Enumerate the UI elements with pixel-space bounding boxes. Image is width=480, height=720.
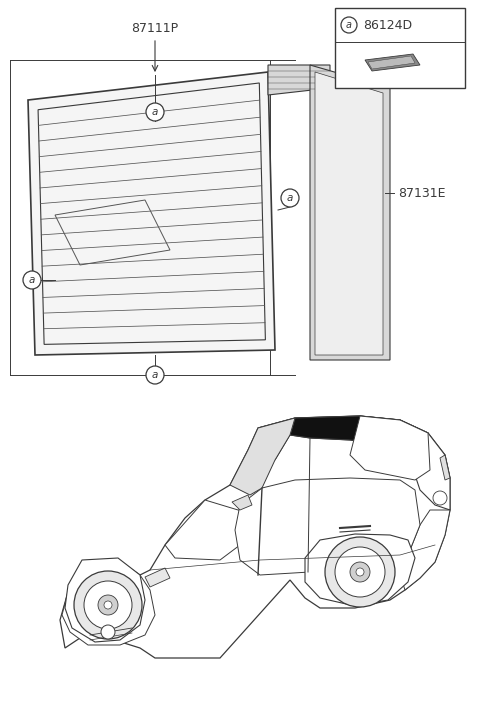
Circle shape [74,571,142,639]
Text: a: a [29,275,35,285]
Circle shape [433,491,447,505]
Circle shape [101,625,115,639]
Circle shape [23,271,41,289]
Circle shape [104,601,112,609]
Polygon shape [232,495,252,510]
Text: a: a [346,20,352,30]
Polygon shape [268,65,330,95]
Polygon shape [230,418,295,495]
Polygon shape [62,575,155,645]
Polygon shape [290,416,428,448]
Circle shape [356,568,364,576]
Polygon shape [315,72,383,355]
Polygon shape [415,433,450,510]
Circle shape [84,581,132,629]
Circle shape [98,595,118,615]
Polygon shape [28,72,275,355]
Polygon shape [165,500,260,560]
Circle shape [146,103,164,121]
Text: 87131E: 87131E [398,186,445,199]
Polygon shape [258,416,428,460]
Polygon shape [400,510,450,590]
Text: a: a [152,107,158,117]
Polygon shape [65,558,145,642]
Circle shape [350,562,370,582]
Circle shape [325,537,395,607]
Circle shape [281,189,299,207]
Text: a: a [152,370,158,380]
Polygon shape [145,568,170,587]
Polygon shape [38,83,265,344]
Polygon shape [60,416,450,658]
Polygon shape [310,65,390,360]
Circle shape [335,547,385,597]
Polygon shape [350,416,430,480]
Polygon shape [368,56,415,69]
Bar [335,8,465,88]
Polygon shape [235,478,420,575]
Polygon shape [365,54,420,71]
Text: 86124D: 86124D [363,19,412,32]
Polygon shape [440,455,450,480]
Text: a: a [287,193,293,203]
Circle shape [146,366,164,384]
Circle shape [341,17,357,33]
Text: 87111P: 87111P [132,22,179,35]
Polygon shape [305,534,415,606]
